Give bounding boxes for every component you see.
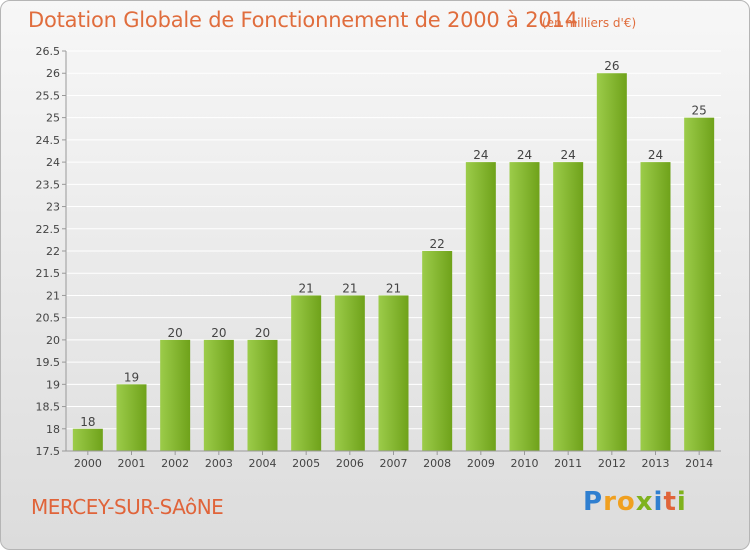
x-tick-label-2007: 2007 xyxy=(380,457,408,470)
logo-letter: t xyxy=(663,487,677,517)
logo-letter: i xyxy=(653,487,664,517)
y-tick-label: 20.5 xyxy=(36,312,61,325)
chart-title: Dotation Globale de Fonctionnement de 20… xyxy=(28,8,578,32)
y-tick-label: 26.5 xyxy=(36,45,61,58)
x-tick-label-2013: 2013 xyxy=(642,457,670,470)
y-tick-label: 26 xyxy=(46,67,60,80)
data-label-2013: 24 xyxy=(648,148,663,162)
bar-2001 xyxy=(116,384,147,451)
data-label-2005: 21 xyxy=(299,281,314,295)
logo-letter: i xyxy=(676,487,687,517)
bar-2014 xyxy=(684,117,715,452)
data-label-2000: 18 xyxy=(80,415,95,429)
data-label-2003: 20 xyxy=(211,326,226,340)
y-tick-label: 19.5 xyxy=(36,356,61,369)
commune-name: MERCEY-SUR-SAôNE xyxy=(31,495,224,519)
chart-unit: (en milliers d'€) xyxy=(542,16,637,30)
bar-2007 xyxy=(378,295,409,451)
bars xyxy=(72,73,715,452)
bar-2004 xyxy=(247,339,278,451)
logo-letter: P xyxy=(583,487,604,517)
logo-letter: r xyxy=(603,487,617,517)
bar-2009 xyxy=(465,162,496,451)
x-tick-label-2011: 2011 xyxy=(554,457,582,470)
bar-2006 xyxy=(334,295,365,451)
y-tick-label: 22.5 xyxy=(36,223,61,236)
y-tick-label: 17.5 xyxy=(36,445,61,458)
x-tick-label-2004: 2004 xyxy=(249,457,277,470)
data-label-2010: 24 xyxy=(517,148,532,162)
y-tick-label: 20 xyxy=(46,334,60,347)
y-tick-label: 18 xyxy=(46,423,60,436)
y-axis-ticks: 17.5 18 18.5 19 19.5 20 20.5 21 21.5 22 22.5 23 23.5… xyxy=(36,45,66,458)
data-label-2007: 21 xyxy=(386,281,401,295)
x-tick-label-2003: 2003 xyxy=(205,457,233,470)
data-label-2012: 26 xyxy=(604,59,619,73)
bar-2012 xyxy=(596,73,627,451)
y-tick-label: 21 xyxy=(46,289,60,302)
bar-2013 xyxy=(640,162,671,451)
bar-2010 xyxy=(509,162,540,451)
y-tick-label: 25.5 xyxy=(36,89,61,102)
data-label-2014: 25 xyxy=(692,104,707,118)
x-tick-label-2002: 2002 xyxy=(161,457,189,470)
bar-2008 xyxy=(422,251,453,451)
y-tick-label: 25 xyxy=(46,112,60,125)
y-tick-label: 24 xyxy=(46,156,60,169)
x-tick-label-2009: 2009 xyxy=(467,457,495,470)
x-tick-label-2010: 2010 xyxy=(511,457,539,470)
data-label-2009: 24 xyxy=(473,148,488,162)
data-label-2001: 19 xyxy=(124,370,139,384)
bar-2011 xyxy=(553,162,584,451)
data-label-2011: 24 xyxy=(561,148,576,162)
bar-2000 xyxy=(72,428,103,451)
x-tick-label-2006: 2006 xyxy=(336,457,364,470)
logo-letter: o xyxy=(616,487,636,517)
y-tick-label: 18.5 xyxy=(36,401,61,414)
x-tick-label-2008: 2008 xyxy=(423,457,451,470)
bar-2002 xyxy=(160,339,191,451)
bar-2003 xyxy=(203,339,234,451)
y-tick-label: 23.5 xyxy=(36,178,61,191)
y-tick-label: 24.5 xyxy=(36,134,61,147)
proxiti-logo: Proxiti xyxy=(583,487,687,517)
data-labels: 18 19 20 20 20 21 21 21 22 24 24 24 26 24 25 xyxy=(80,59,707,429)
x-tick-label-2014: 2014 xyxy=(685,457,713,470)
x-tick-label-2005: 2005 xyxy=(292,457,320,470)
data-label-2008: 22 xyxy=(430,237,445,251)
x-tick-label-2001: 2001 xyxy=(118,457,146,470)
data-label-2004: 20 xyxy=(255,326,270,340)
x-axis-ticks: 2000 2001 2002 2003 2004 2005 2006 2007 2008 2009… xyxy=(74,451,713,470)
y-tick-label: 22 xyxy=(46,245,60,258)
y-tick-label: 21.5 xyxy=(36,267,61,280)
x-tick-label-2000: 2000 xyxy=(74,457,102,470)
data-label-2006: 21 xyxy=(342,281,357,295)
x-tick-label-2012: 2012 xyxy=(598,457,626,470)
y-tick-label: 19 xyxy=(46,378,60,391)
bar-2005 xyxy=(291,295,322,451)
y-tick-label: 23 xyxy=(46,201,60,214)
data-label-2002: 20 xyxy=(168,326,183,340)
logo-letter: x xyxy=(635,487,654,517)
